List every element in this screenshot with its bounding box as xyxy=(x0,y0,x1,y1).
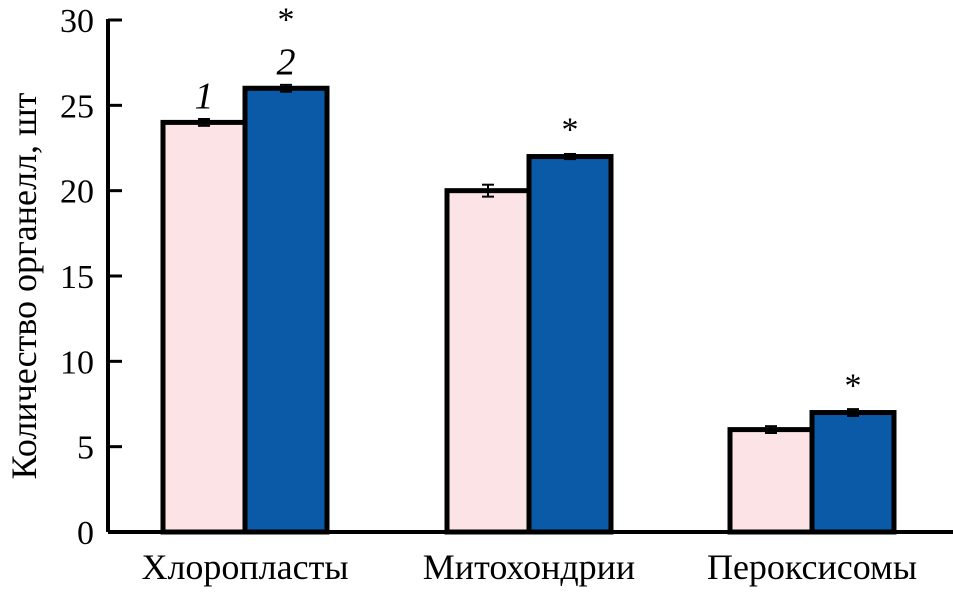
bar xyxy=(809,410,897,535)
significance-marker: * xyxy=(845,368,862,405)
significance-marker: * xyxy=(278,1,295,38)
series-label: 1 xyxy=(195,75,214,117)
bar xyxy=(444,188,532,535)
y-tick-label: 10 xyxy=(60,344,94,381)
y-axis-title: Количество органелл, шт xyxy=(4,92,44,479)
y-tick-label: 5 xyxy=(77,430,94,467)
y-tick-label: 15 xyxy=(60,259,94,296)
category-label: Митохондрии xyxy=(423,547,635,587)
y-tick-label: 0 xyxy=(77,515,94,552)
series-label: 2 xyxy=(277,41,296,83)
bar xyxy=(526,154,614,535)
bar xyxy=(242,85,330,535)
y-tick-label: 25 xyxy=(60,88,94,125)
y-tick-label: 20 xyxy=(60,174,94,211)
bars xyxy=(160,83,897,535)
bar xyxy=(727,427,815,535)
y-tick-label: 30 xyxy=(60,3,94,40)
category-label: Пероксисомы xyxy=(707,547,917,587)
category-label: Хлоропласты xyxy=(141,547,348,587)
bar xyxy=(160,119,248,535)
significance-marker: * xyxy=(562,112,579,149)
